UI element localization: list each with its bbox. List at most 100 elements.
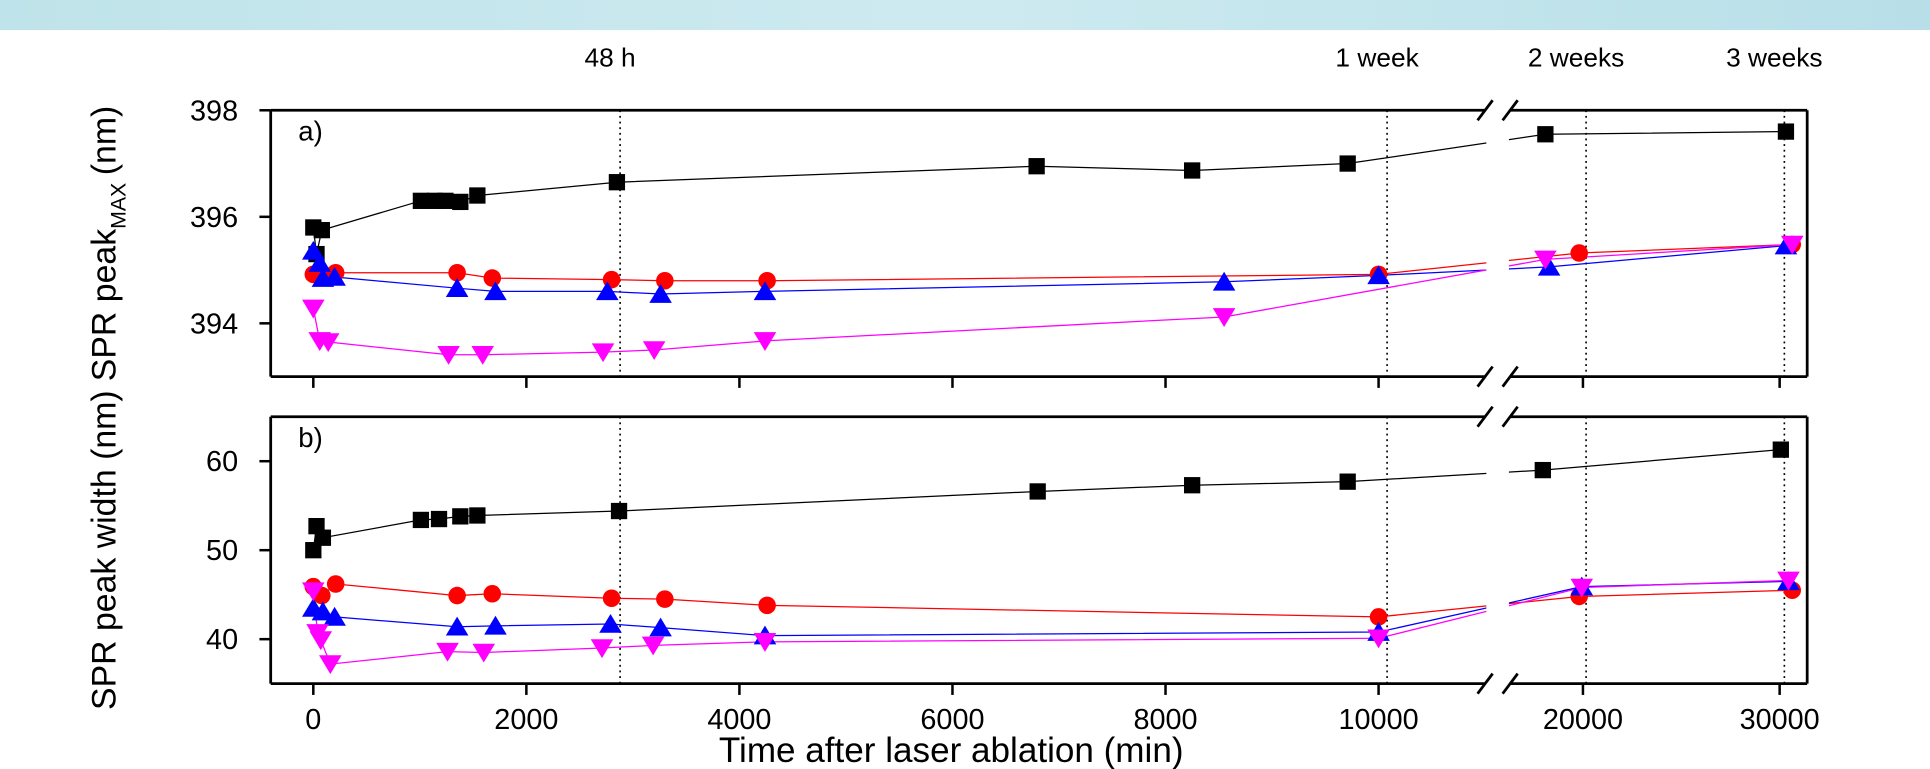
marker — [314, 529, 332, 546]
marker — [472, 643, 496, 663]
marker — [758, 271, 776, 290]
break-mark — [1476, 99, 1494, 122]
y-axis-label: SPR peakMAX (nm) — [85, 106, 130, 382]
break-mark — [1501, 405, 1519, 428]
x-tick-label: 30000 — [1740, 704, 1820, 736]
break-mark — [1476, 365, 1494, 388]
marker — [649, 284, 672, 303]
marker — [302, 299, 325, 319]
marker — [599, 614, 622, 633]
x-tick-label: 8000 — [1133, 704, 1197, 736]
marker — [1772, 441, 1789, 458]
marker — [437, 345, 460, 365]
marker — [323, 606, 346, 626]
marker — [436, 642, 459, 662]
panel-label: a) — [298, 115, 323, 146]
marker — [1780, 235, 1804, 255]
marker — [602, 589, 621, 608]
header-band — [0, 0, 1930, 31]
marker — [1777, 571, 1800, 591]
marker — [1029, 483, 1046, 500]
marker — [483, 585, 502, 603]
marker — [1369, 608, 1388, 626]
marker — [319, 655, 342, 675]
annotation: 48 h — [584, 42, 635, 72]
y-axis-label-unit: (nm) — [85, 106, 123, 176]
marker — [308, 253, 331, 272]
marker — [610, 502, 628, 520]
y-axis-label-text: SPR peak width (nm) — [85, 390, 123, 710]
marker — [305, 542, 322, 559]
marker — [1212, 271, 1236, 291]
x-tick-label: 2000 — [494, 704, 558, 736]
marker — [641, 636, 665, 656]
annotation: 3 weeks — [1726, 42, 1822, 72]
marker — [445, 616, 469, 636]
marker — [642, 341, 666, 360]
marker — [313, 221, 330, 239]
marker — [1537, 256, 1561, 276]
y-tick-label: 394 — [190, 308, 238, 340]
break-mark — [1476, 405, 1494, 428]
marker — [445, 278, 469, 297]
marker — [1339, 155, 1356, 172]
marker — [412, 192, 430, 209]
marker — [758, 596, 776, 615]
marker — [1028, 158, 1045, 175]
marker — [1534, 461, 1551, 479]
marker — [649, 617, 672, 637]
marker — [753, 633, 777, 652]
break-gap — [1486, 111, 1509, 376]
marker — [469, 507, 486, 524]
y-tick-label: 398 — [190, 95, 238, 127]
y-axis-label-sub: MAX — [106, 183, 130, 229]
y-tick-label: 50 — [206, 535, 238, 567]
marker — [1339, 473, 1356, 490]
marker — [316, 333, 340, 353]
marker — [608, 174, 626, 191]
marker — [437, 192, 454, 209]
marker — [471, 345, 494, 365]
series-line — [312, 243, 1793, 356]
break-mark — [1476, 672, 1494, 695]
marker — [656, 590, 674, 608]
marker — [1570, 244, 1588, 262]
marker — [326, 575, 345, 593]
marker — [484, 615, 507, 635]
marker — [1777, 123, 1795, 140]
x-tick-label: 4000 — [707, 704, 771, 736]
panel-label: b) — [298, 422, 323, 453]
x-tick-label: 10000 — [1339, 704, 1419, 736]
annotation: 2 weeks — [1528, 42, 1624, 72]
marker — [412, 511, 430, 529]
y-axis-label-text: SPR peak — [85, 229, 123, 381]
break-mark — [1501, 672, 1519, 695]
x-tick-label: 6000 — [920, 704, 984, 736]
marker — [309, 631, 333, 651]
marker — [448, 586, 466, 605]
series-line — [312, 579, 1789, 665]
marker — [452, 193, 469, 211]
marker — [590, 639, 614, 659]
marker — [484, 281, 507, 301]
series-line — [313, 580, 1789, 637]
marker — [448, 263, 466, 282]
marker — [753, 281, 777, 301]
y-tick-label: 396 — [190, 202, 238, 234]
marker — [1184, 477, 1201, 494]
y-tick-label: 40 — [206, 624, 238, 656]
marker — [452, 508, 469, 525]
marker — [656, 271, 674, 290]
marker — [1367, 265, 1390, 285]
series-layer — [312, 449, 1793, 665]
marker — [1534, 250, 1557, 270]
x-tick-label: 0 — [305, 704, 321, 736]
break-gap — [1486, 417, 1509, 683]
series-line — [313, 243, 1793, 282]
marker — [483, 269, 502, 287]
marker — [323, 266, 346, 286]
marker — [591, 343, 615, 363]
marker — [1537, 126, 1554, 143]
